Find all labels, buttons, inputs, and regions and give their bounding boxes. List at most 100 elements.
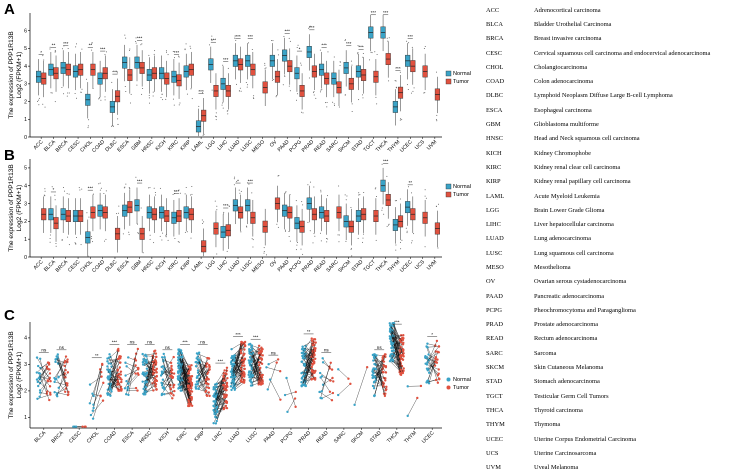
y-tick-label: 6 [24, 29, 27, 35]
outlier [401, 119, 402, 120]
outlier [227, 113, 228, 114]
outlier [284, 76, 285, 77]
tumor-box-LAML [201, 220, 206, 257]
outlier [400, 120, 401, 121]
outlier [408, 186, 409, 187]
normal-point [216, 410, 218, 412]
outlier [247, 84, 248, 85]
outlier [68, 48, 69, 49]
y-tick-label: 1 [24, 117, 27, 123]
normal-box-KIRP [184, 43, 189, 94]
outlier [178, 241, 179, 242]
sig-label: * [40, 50, 42, 55]
outlier [161, 94, 162, 95]
normal-point [249, 379, 251, 381]
outlier [75, 46, 76, 47]
tumor-box-BLCA [54, 195, 59, 247]
normal-box-BRCA [61, 187, 66, 241]
normal-box-UCEC [405, 41, 410, 90]
tumor-box-COAD [103, 190, 108, 241]
abbr-name: Ovarian serous cystadenocarcinoma [534, 278, 744, 285]
outlier [289, 236, 290, 237]
outlier [359, 194, 360, 195]
outlier [285, 191, 286, 192]
x-tick-label: KICH [158, 430, 171, 443]
normal-box-PAAD [282, 36, 287, 85]
outlier [423, 93, 424, 94]
tumor-point [400, 369, 402, 371]
outlier [387, 38, 388, 39]
outlier [332, 102, 333, 103]
outlier [100, 190, 101, 191]
outlier [179, 103, 180, 104]
normal-box-SKCM [344, 194, 349, 241]
outlier [88, 119, 89, 120]
outlier [166, 52, 167, 53]
normal-point [144, 359, 146, 361]
outlier [125, 91, 126, 92]
outlier [345, 241, 346, 242]
tumor-point [223, 396, 225, 398]
tumor-point [244, 341, 246, 343]
normal-point [285, 377, 287, 379]
tumor-point [63, 361, 65, 363]
tumor-point [311, 378, 313, 380]
outlier [340, 62, 341, 63]
normal-point [390, 341, 392, 343]
sig-label: ** [89, 43, 93, 48]
normal-box-CESC [73, 198, 78, 244]
normal-box-CHOL [85, 79, 90, 128]
sig-label: *** [408, 34, 414, 39]
normal-point [319, 372, 321, 374]
abbr-name: Thymoma [534, 421, 744, 428]
outlier [173, 99, 174, 100]
outlier [51, 92, 52, 93]
outlier [55, 243, 56, 244]
normal-point [353, 404, 355, 406]
outlier [98, 98, 99, 99]
outlier [369, 59, 370, 60]
legend-label: Tumor [453, 79, 469, 85]
outlier [321, 240, 322, 241]
outlier [315, 98, 316, 99]
outlier [351, 65, 352, 66]
tumor-point [294, 397, 296, 399]
normal-point [126, 387, 128, 389]
tumor-point [137, 348, 139, 350]
tumor-point [295, 391, 297, 393]
tumor-box-CESC [78, 49, 83, 93]
outlier [209, 44, 210, 45]
outlier [123, 233, 124, 234]
tumor-point [153, 350, 155, 352]
outlier [345, 95, 346, 96]
tumor-point [207, 383, 209, 385]
tumor-box-PCPG [300, 63, 305, 114]
x-tick-label: KIRP [193, 430, 206, 443]
outlier [42, 104, 43, 105]
tumor-point [208, 395, 210, 397]
outlier [338, 186, 339, 187]
outlier [81, 189, 82, 190]
normal-point [178, 375, 180, 377]
tumor-box-READ [324, 51, 329, 107]
outlier [412, 91, 413, 92]
pair-line [164, 378, 172, 390]
outlier [148, 55, 149, 56]
abbr-name: Uterine Carcinosarcoma [534, 450, 744, 457]
sig-label: ns [147, 340, 153, 345]
tumor-point [261, 374, 263, 376]
outlier [276, 95, 277, 96]
sig-label: ns [271, 350, 277, 355]
outlier [88, 127, 89, 128]
pair-line [355, 367, 368, 405]
outlier [202, 220, 203, 221]
outlier [278, 54, 279, 55]
abbr-code: GBM [486, 121, 534, 128]
outlier [129, 188, 130, 189]
legend-label: Normal [453, 71, 471, 77]
